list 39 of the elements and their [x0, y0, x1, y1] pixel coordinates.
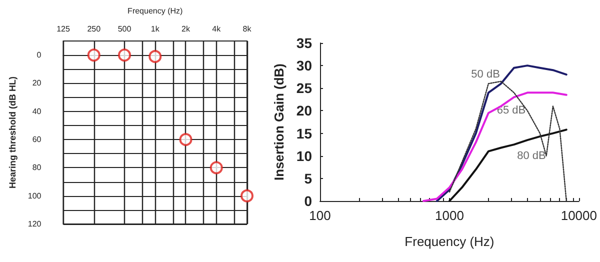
y-axis-title: Hearing threshold (dB HL) [8, 76, 18, 188]
x-tick-label: 500 [118, 24, 132, 34]
point [240, 189, 254, 202]
line-series [448, 128, 568, 202]
point [210, 161, 223, 174]
point [118, 48, 131, 62]
y-tick-label: 15 [296, 125, 312, 142]
line-series [436, 64, 568, 202]
x-axis-title: Frequency (Hz) [404, 234, 494, 249]
x-tick-label: 8k [242, 24, 252, 34]
y-tick-label: 25 [296, 80, 312, 96]
x-tick-label: 125 [56, 24, 70, 34]
point [87, 48, 100, 62]
y-tick-label: 5 [304, 170, 312, 186]
annotation: 50 dB [471, 68, 500, 81]
y-tick-label: 60 [32, 135, 42, 144]
y-tick-label: 40 [32, 106, 42, 116]
y-tick-label: 20 [296, 102, 312, 119]
x-axis-title: Frequency (Hz) [128, 6, 184, 16]
y-tick-label: 35 [296, 35, 312, 51]
y-tick-label: 80 [32, 163, 42, 172]
y-axis-title: Insertion Gain (dB) [272, 64, 287, 180]
y-tick-label: 100 [28, 191, 42, 200]
line-series [422, 92, 568, 202]
y-tick-label: 0 [304, 193, 312, 209]
x-tick-label: 1k [150, 24, 160, 34]
y-tick-label: 0 [36, 50, 42, 60]
annotation: 80 dB [517, 150, 546, 162]
y-tick-label: 120 [28, 220, 42, 228]
y-tick-label: 30 [296, 58, 312, 74]
x-tick-label: 2k [182, 24, 191, 34]
y-tick-label: 10 [296, 148, 312, 164]
point [148, 50, 162, 63]
x-tick-label: 4k [212, 24, 222, 34]
y-tick-label: 20 [32, 78, 42, 88]
point [179, 133, 192, 146]
x-tick-label: 10000 [560, 208, 598, 223]
x-tick-label: 250 [87, 24, 102, 34]
x-tick-label: 1000 [435, 208, 464, 223]
